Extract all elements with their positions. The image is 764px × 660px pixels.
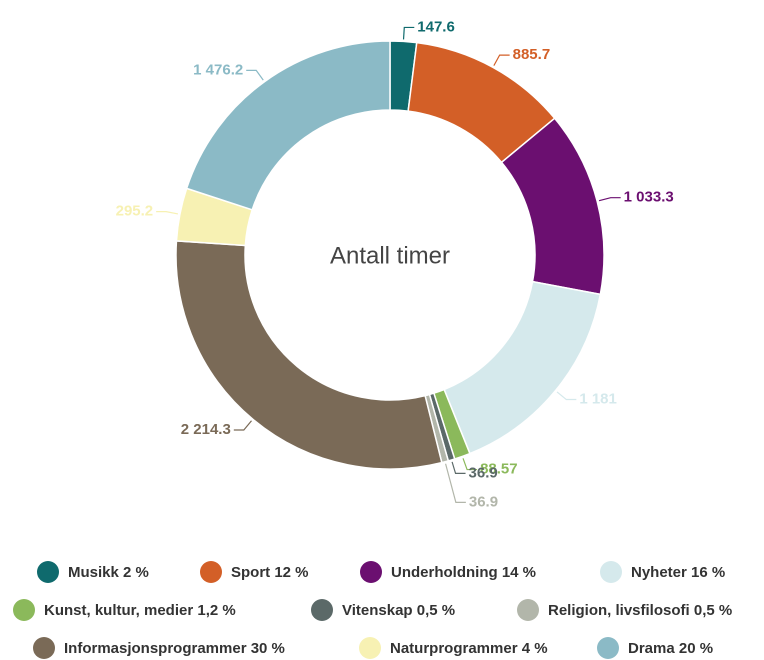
- leader-line: [233, 420, 252, 431]
- legend-swatch: [200, 561, 222, 583]
- leader-line: [556, 391, 577, 401]
- leader-line: [598, 197, 621, 202]
- donut-slice: [185, 40, 391, 211]
- data-label: 1 181: [579, 391, 617, 408]
- legend-swatch: [600, 561, 622, 583]
- legend-swatch: [33, 637, 55, 659]
- legend-label: Naturprogrammer 4 %: [390, 640, 548, 657]
- legend-swatch: [597, 637, 619, 659]
- legend-swatch: [360, 561, 382, 583]
- legend-label: Vitenskap 0,5 %: [342, 602, 455, 619]
- data-label: 147.6: [417, 18, 455, 35]
- leader-line: [156, 211, 179, 215]
- data-label: 885.7: [513, 46, 551, 63]
- legend-label: Informasjonsprogrammer 30 %: [64, 640, 285, 657]
- legend-label: Religion, livsfilosofi 0,5 %: [548, 602, 732, 619]
- legend-label: Nyheter 16 %: [631, 564, 725, 581]
- legend-swatch: [37, 561, 59, 583]
- legend-label: Drama 20 %: [628, 640, 713, 657]
- data-label: 36.9: [469, 493, 498, 510]
- legend-swatch: [517, 599, 539, 621]
- legend-swatch: [359, 637, 381, 659]
- legend-swatch: [311, 599, 333, 621]
- data-label: 295.2: [116, 203, 154, 220]
- donut-slice: [175, 240, 443, 470]
- legend-label: Underholdning 14 %: [391, 564, 536, 581]
- leader-line: [493, 54, 510, 66]
- chart-title: Antall timer: [330, 242, 450, 269]
- legend-label: Sport 12 %: [231, 564, 309, 581]
- data-label: 1 033.3: [624, 189, 674, 206]
- data-label: 2 214.3: [181, 421, 231, 438]
- legend-label: Musikk 2 %: [68, 564, 149, 581]
- leader-line: [462, 458, 478, 471]
- data-label: 1 476.2: [193, 61, 243, 78]
- leader-line: [444, 463, 466, 503]
- leader-line: [402, 26, 415, 40]
- leader-line: [246, 69, 264, 81]
- donut-slice: [443, 280, 602, 455]
- data-label: 88.57: [480, 461, 518, 478]
- data-label: 36.9: [469, 464, 498, 481]
- legend-label: Kunst, kultur, medier 1,2 %: [44, 602, 236, 619]
- legend-swatch: [13, 599, 35, 621]
- leader-line: [451, 461, 466, 474]
